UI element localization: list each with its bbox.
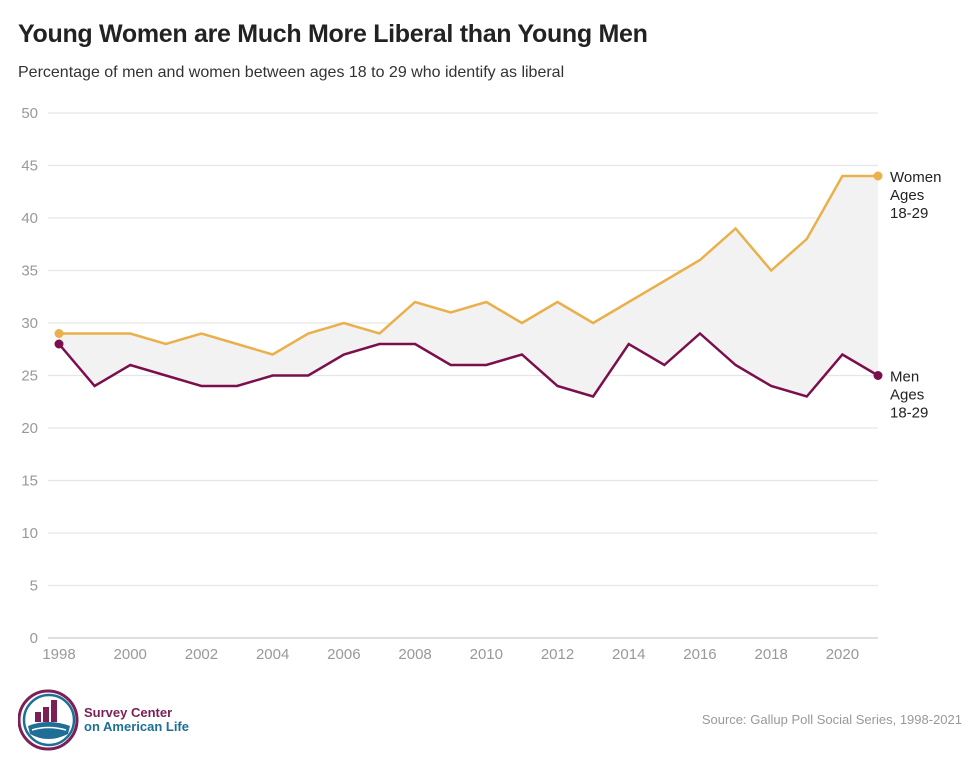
endpoint-marker bbox=[54, 329, 64, 338]
y-tick-label: 40 bbox=[21, 210, 38, 227]
x-tick-label: 2014 bbox=[612, 646, 645, 663]
logo-icon bbox=[17, 689, 79, 751]
y-tick-label: 15 bbox=[21, 473, 38, 490]
x-tick-label: 2016 bbox=[683, 646, 716, 663]
y-tick-label: 45 bbox=[21, 158, 38, 175]
line-chart: 0 5 10 15 20 25 30 35 40 45 50 1998 2000 2002 2004 2006… bbox=[21, 105, 941, 663]
x-tick-label: 2010 bbox=[470, 646, 503, 663]
x-tick-label: 1998 bbox=[42, 646, 75, 663]
endpoint-marker bbox=[873, 371, 883, 380]
survey-center-logo: Survey Center on American Life bbox=[17, 688, 218, 752]
x-tick-label: 2004 bbox=[256, 646, 289, 663]
y-tick-label: 35 bbox=[21, 263, 38, 280]
y-tick-label: 20 bbox=[21, 420, 38, 437]
chart-subtitle: Percentage of men and women between ages… bbox=[18, 64, 565, 81]
y-tick-label: 25 bbox=[21, 368, 38, 385]
x-tick-label: 2000 bbox=[114, 646, 147, 663]
x-tick-label: 2006 bbox=[327, 646, 360, 663]
endpoint-marker bbox=[873, 171, 883, 181]
series-label: 18-29 bbox=[890, 205, 928, 222]
series-label: Men bbox=[890, 369, 919, 386]
endpoint-marker bbox=[54, 339, 64, 349]
source-note: Source: Gallup Poll Social Series, 1998-… bbox=[701, 712, 962, 727]
logo-line-2: on American Life bbox=[84, 719, 189, 734]
y-tick-label: 10 bbox=[21, 525, 38, 542]
x-tick-label: 2008 bbox=[398, 646, 431, 663]
series-label: 18-29 bbox=[890, 405, 928, 422]
chart-title: Young Women are Much More Liberal than Y… bbox=[18, 20, 648, 48]
series-line-men bbox=[58, 331, 879, 398]
series-label: Women bbox=[890, 169, 941, 186]
y-tick-label: 5 bbox=[30, 578, 38, 595]
y-tick-label: 30 bbox=[21, 315, 38, 332]
y-tick-label: 0 bbox=[30, 630, 38, 647]
x-tick-label: 2012 bbox=[541, 646, 574, 663]
series-line-women bbox=[59, 174, 878, 356]
series-label: Ages bbox=[890, 387, 924, 404]
x-tick-label: 2002 bbox=[185, 646, 218, 663]
y-tick-label: 50 bbox=[21, 105, 38, 122]
gap-area bbox=[59, 176, 878, 397]
logo-line-1: Survey Center bbox=[84, 705, 173, 720]
x-tick-label: 2020 bbox=[826, 646, 859, 663]
series-label: Ages bbox=[890, 187, 924, 204]
x-tick-label: 2018 bbox=[754, 646, 787, 663]
